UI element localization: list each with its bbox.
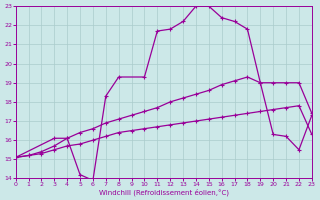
X-axis label: Windchill (Refroidissement éolien,°C): Windchill (Refroidissement éolien,°C) [99, 188, 229, 196]
